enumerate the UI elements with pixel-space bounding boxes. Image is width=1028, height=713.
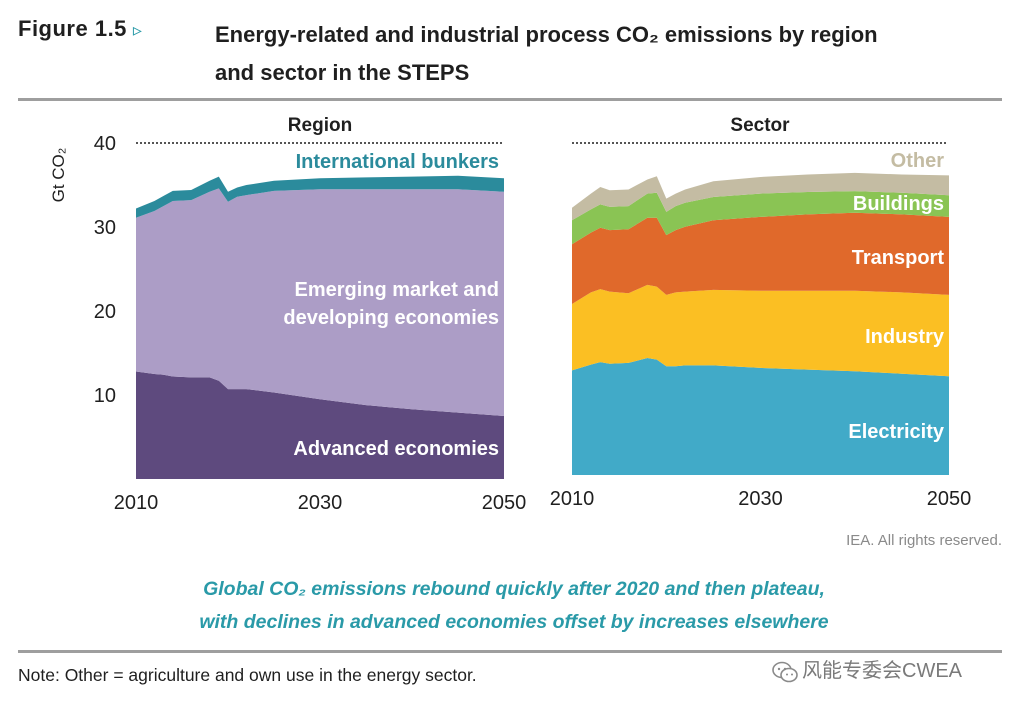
bottom-divider bbox=[18, 650, 1002, 653]
triangle-arrow-icon: ▹ bbox=[132, 20, 143, 40]
note-text: Note: Other = agriculture and own use in… bbox=[18, 665, 477, 685]
y-tick-10: 10 bbox=[94, 385, 116, 407]
region-x-ticks: 2010 2030 2050 bbox=[114, 492, 527, 514]
x-tick-2030: 2030 bbox=[738, 488, 783, 510]
area-industry bbox=[572, 284, 949, 377]
area-buildings bbox=[572, 191, 949, 245]
y-axis-label: Gt CO₂ bbox=[49, 148, 68, 203]
region-areas bbox=[136, 175, 504, 479]
area-transport bbox=[572, 212, 949, 304]
sector-x-ticks: 2010 2030 2050 bbox=[550, 488, 972, 510]
x-tick-2010: 2010 bbox=[550, 488, 595, 510]
label-transport: Transport bbox=[852, 247, 945, 269]
region-y-ticks: 10 20 30 40 bbox=[94, 133, 116, 407]
region-chart-title: Region bbox=[288, 115, 352, 136]
y-tick-20: 20 bbox=[94, 301, 116, 323]
caption-line-2: with declines in advanced economies offs… bbox=[199, 611, 829, 633]
credit-text: IEA. All rights reserved. bbox=[846, 532, 1002, 549]
sector-chart-title: Sector bbox=[730, 115, 790, 136]
label-advanced-economies: Advanced economies bbox=[293, 438, 499, 460]
label-emerging-line-1: Emerging market and bbox=[294, 279, 499, 301]
area-other bbox=[572, 172, 949, 221]
x-tick-2030: 2030 bbox=[298, 492, 343, 514]
x-tick-2050: 2050 bbox=[927, 488, 972, 510]
area-electricity bbox=[572, 358, 949, 475]
x-tick-2010: 2010 bbox=[114, 492, 159, 514]
wechat-icon bbox=[772, 661, 798, 683]
x-tick-2050: 2050 bbox=[482, 492, 527, 514]
label-buildings: Buildings bbox=[853, 193, 944, 215]
label-international-bunkers: International bunkers bbox=[296, 151, 499, 173]
figure-number: Figure 1.5 bbox=[18, 16, 127, 41]
watermark: 风能专委会CWEA bbox=[772, 654, 962, 683]
caption: Global CO₂ emissions rebound quickly aft… bbox=[0, 573, 1028, 639]
label-industry: Industry bbox=[865, 326, 945, 348]
figure-title-line-2: and sector in the STEPS bbox=[215, 60, 470, 85]
label-electricity: Electricity bbox=[848, 421, 944, 443]
y-tick-30: 30 bbox=[94, 217, 116, 239]
top-divider bbox=[18, 98, 1002, 101]
sector-chart: Sector 2010 2030 2050 Other Buildings Tran… bbox=[550, 115, 972, 510]
figure-title: Energy-related and industrial process CO… bbox=[215, 16, 995, 92]
area-advanced-economies bbox=[136, 371, 504, 479]
area-emerging-market-and-developing-economies bbox=[136, 188, 504, 416]
watermark-text: 风能专委会CWEA bbox=[802, 660, 962, 682]
sector-areas bbox=[572, 172, 949, 475]
figure-title-line-1: Energy-related and industrial process CO… bbox=[215, 22, 878, 47]
y-tick-40: 40 bbox=[94, 133, 116, 155]
area-international-bunkers bbox=[136, 175, 504, 218]
figure-label: Figure 1.5 ▹ bbox=[18, 16, 142, 42]
label-other: Other bbox=[891, 150, 945, 172]
caption-line-1: Global CO₂ emissions rebound quickly aft… bbox=[203, 578, 825, 600]
label-emerging-line-2: developing economies bbox=[283, 307, 499, 329]
